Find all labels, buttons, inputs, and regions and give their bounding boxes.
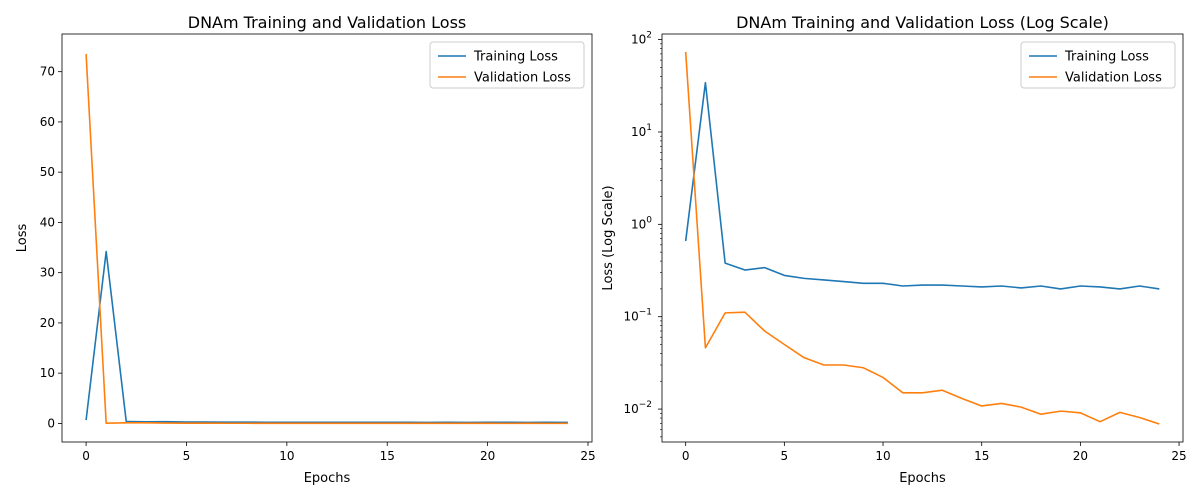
chart2-x-tick-label: 5 bbox=[781, 449, 789, 463]
chart2-x-tick-label: 25 bbox=[1171, 449, 1186, 463]
chart1-x-tick-label: 25 bbox=[580, 449, 595, 463]
chart2-x-tick-label: 15 bbox=[974, 449, 989, 463]
chart1-x-tick-label: 10 bbox=[279, 449, 294, 463]
chart2-x-axis-label: Epochs bbox=[899, 471, 946, 486]
chart2-title: DNAm Training and Validation Loss (Log S… bbox=[736, 13, 1109, 32]
chart2-legend-label-validation-loss: Validation Loss bbox=[1065, 71, 1162, 86]
chart2-legend-label-training-loss: Training Loss bbox=[1064, 50, 1149, 65]
chart1-y-tick-label: 10 bbox=[40, 366, 55, 380]
chart1-y-tick-label: 30 bbox=[40, 266, 55, 280]
chart1-title: DNAm Training and Validation Loss bbox=[188, 13, 467, 32]
chart1-plot-frame bbox=[61, 33, 593, 443]
chart1-y-tick-label: 60 bbox=[40, 115, 55, 129]
chart1-legend-label-validation-loss: Validation Loss bbox=[474, 71, 571, 86]
chart2-y-tick-label: 102 bbox=[631, 31, 652, 47]
chart2-series-training-loss bbox=[684, 81, 1160, 290]
chart1-y-tick-label: 70 bbox=[40, 65, 55, 79]
chart1-x-tick-label: 15 bbox=[380, 449, 395, 463]
chart1-legend-box bbox=[429, 41, 585, 89]
chart2-x-tick-label: 0 bbox=[682, 449, 690, 463]
chart2-y-tick-label: 10−2 bbox=[623, 400, 652, 416]
chart2-y-tick-label: 100 bbox=[631, 215, 652, 231]
chart1-x-axis-label: Epochs bbox=[304, 471, 351, 486]
chart1-y-tick-label: 50 bbox=[40, 165, 55, 179]
chart2-y-tick-label: 101 bbox=[631, 123, 652, 139]
chart1-series-training-loss bbox=[85, 250, 568, 424]
chart2-y-axis-label: Loss (Log Scale) bbox=[601, 185, 616, 290]
chart2-legend-box bbox=[1020, 41, 1176, 89]
chart1-y-axis-label: Loss bbox=[15, 224, 30, 253]
chart1-y-tick-label: 0 bbox=[47, 416, 55, 430]
chart2-x-tick-label: 20 bbox=[1073, 449, 1088, 463]
chart1-legend: Training Loss Validation Loss bbox=[429, 41, 585, 89]
chart2-legend: Training Loss Validation Loss bbox=[1020, 41, 1176, 89]
chart2-x-tick-label: 10 bbox=[875, 449, 890, 463]
chart1-y-tick-label: 20 bbox=[40, 316, 55, 330]
chart1-x-tick-label: 5 bbox=[183, 449, 191, 463]
chart1-x-tick-label: 20 bbox=[480, 449, 495, 463]
chart2-panel: DNAm Training and Validation Loss (Log S… bbox=[601, 13, 1187, 486]
chart1-y-tick-label: 40 bbox=[40, 215, 55, 229]
chart1-panel: DNAm Training and Validation Loss 0 5 10 15 2… bbox=[15, 13, 596, 486]
chart1-series-validation-loss bbox=[85, 54, 568, 425]
chart2-plot-frame bbox=[661, 33, 1184, 443]
chart1-legend-label-training-loss: Training Loss bbox=[473, 50, 558, 65]
chart2-y-tick-label: 10−1 bbox=[623, 308, 652, 324]
chart1-x-tick-label: 0 bbox=[82, 449, 90, 463]
chart2-series-validation-loss bbox=[684, 51, 1160, 425]
